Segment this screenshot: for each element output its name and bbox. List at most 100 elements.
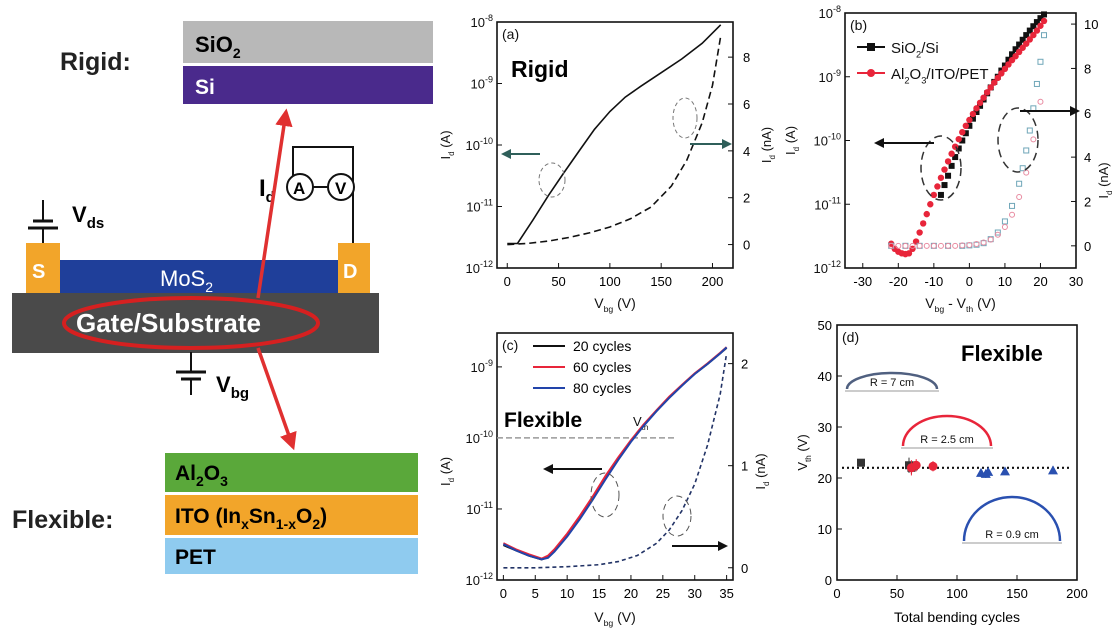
data-point-flexible [1037,22,1044,29]
legend-label: 20 cycles [573,338,631,354]
x-tick-label: 20 [624,586,638,601]
y-tick-label: 10-11 [466,500,493,517]
y-right-tick-label: 6 [743,97,750,112]
legend-label: 80 cycles [573,380,631,396]
panel-c-flexible-transfer: (c) 0 5 10 15 20 25 30 35 10-12 10-11 10-10 10-9 0 1 2 V… [438,332,771,628]
panel-a-rigid-transfer: (a) 0 50 100 150 200 10-12 10-11 10-10 10-9 10-8 0 2… [438,13,777,314]
data-point-flexible-linear [937,242,944,249]
data-point-sio2 [1012,46,1019,53]
panel-tag: (b) [850,17,867,33]
x-tick-label: 0 [833,586,840,601]
bending-arc [962,495,1062,542]
data-point-flexible [962,122,970,130]
y-axis-label: Id (A) [783,126,801,155]
mos2-channel [60,260,338,293]
data-point-flexible-linear [1023,169,1030,176]
y-right-tick-label: 2 [741,357,748,372]
layer-ito-label: ITO (InxSn1-xO2) [175,505,327,532]
panel-tag: (a) [502,26,519,42]
data-point-flexible [1026,36,1034,43]
data-point-sio2 [941,182,948,189]
data-point-flexible-linear [1001,223,1008,230]
data-point-flexible [1023,40,1030,47]
gate-highlight-ellipse [62,296,320,350]
x-tick-label: 100 [599,274,621,289]
y-tick-label: 20 [818,471,832,486]
panel-title: Rigid [511,56,569,82]
y-right-axis-label: Id (nA) [1096,162,1114,198]
data-point-flexible [1001,65,1009,73]
layer-al2o3-label: Al2O3 [175,462,228,489]
legend-label: 60 cycles [573,359,631,375]
y-right-tick-label: 2 [1084,194,1091,209]
y-tick-label: 10-12 [814,259,841,276]
panel-title: Flexible [504,409,582,432]
data-point-flexible [1012,53,1019,60]
data-point-flexible [944,158,952,165]
data-point-sio2 [1026,27,1033,34]
data-point-sio2-linear [1023,147,1030,154]
id-label: Id [259,175,275,206]
data-point-flexible-linear [1016,194,1023,201]
layer-si-label: Si [195,76,215,99]
data-point-flexible [941,166,948,173]
x-axis-label: Total bending cycles [894,609,1020,625]
data-point-sio2 [1016,41,1023,48]
y-tick-label: 10-9 [471,358,493,375]
data-point-sio2 [1037,15,1044,22]
y-tick-label: 10-9 [471,75,493,92]
y-tick-label: 10-10 [466,136,493,153]
x-axis-label: Vbg (V) [594,609,636,628]
flexible-label: Flexible: [12,506,113,534]
y-tick-label: 30 [818,420,832,435]
x-tick-label: 35 [719,586,733,601]
y-right-tick-label: 6 [1084,106,1091,121]
y-tick-label: 10-8 [819,4,841,21]
mos2-label: MoS2 [160,266,213,295]
layer-sio2 [183,21,433,63]
data-point-sio2-linear [1041,32,1048,39]
x-tick-label: 50 [890,586,904,601]
data-point-flexible-linear [916,242,923,249]
data-point-sio2-linear [1037,58,1044,65]
data-point-sio2 [948,162,955,169]
y-right-tick-label: 1 [741,459,748,474]
y-tick-label: 10-11 [466,198,493,215]
x-tick-label: 10 [998,274,1012,289]
series-linear-dashed [503,353,728,569]
data-point-flexible [923,210,930,218]
data-point-sio2-linear [1016,180,1023,187]
data-point-sio2-linear [1033,80,1040,87]
data-point-r0p9 [983,466,994,476]
layer-si [183,66,433,104]
data-point-flexible [966,116,973,124]
annotation-ellipse [590,472,620,518]
data-point-sio2 [1030,23,1037,30]
y-tick-label: 10-12 [466,259,493,276]
data-point-r2p5 [928,461,938,471]
data-point-flexible [998,70,1005,77]
data-point-sio2 [1023,32,1030,39]
y-axis-label: Vth (V) [795,434,813,470]
x-tick-label: 200 [702,274,724,289]
series-log-solid [507,24,722,245]
layer-ito [165,495,418,535]
x-tick-label: 5 [532,586,539,601]
data-point-sio2 [1019,36,1026,43]
data-point-flexible [937,174,945,181]
panel-title: Flexible [961,341,1043,366]
data-point-sio2 [955,145,962,152]
x-tick-label: 0 [500,586,507,601]
data-point-sio2-linear [1026,127,1033,134]
data-point-flexible-linear [952,242,959,249]
series-linear-dashed [507,35,722,246]
data-point-flexible [948,150,955,157]
data-point-flexible-linear [980,239,987,246]
x-tick-label: -20 [889,274,908,289]
x-tick-label: 20 [1033,274,1047,289]
data-point-flexible-linear [945,242,952,249]
data-point-flexible [987,84,994,91]
data-point-sio2-linear [1001,218,1008,225]
drain-label: D [343,261,357,283]
y-tick-label: 10-11 [814,195,841,212]
